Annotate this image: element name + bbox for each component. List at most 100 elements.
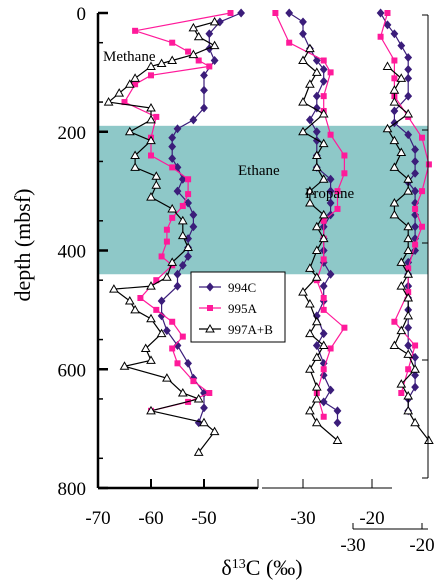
propane-994c-point (397, 41, 406, 51)
methane-995a-point (148, 72, 154, 79)
methane-995a-point (169, 164, 176, 171)
legend-995a-marker (207, 305, 213, 311)
methane-label: Methane (103, 49, 156, 65)
propane-997a-b-point (403, 405, 414, 415)
methane-994c-point (200, 85, 208, 95)
methane-995a-point (132, 27, 139, 34)
propane-label: Propane (305, 186, 354, 202)
propane-994c-point (390, 106, 399, 116)
ethane-997a-b-point (318, 174, 329, 183)
methane-997a-b-point (119, 361, 130, 370)
methane-995a-point (153, 306, 160, 313)
ethane-997a-b-point (311, 316, 322, 326)
methane-995a-point (190, 378, 197, 385)
propane-997a-b-point (396, 147, 407, 157)
methane-994c-point (168, 154, 177, 163)
propane-997a-b-point (403, 390, 414, 400)
propane-995a-point (398, 390, 405, 396)
x-axis-title: δ13C (‰) (221, 555, 302, 580)
y-tick-label: 200 (58, 123, 87, 144)
methane-994c-point (200, 403, 208, 413)
methane-994c-point (173, 341, 182, 350)
ethane-995a-point (341, 152, 348, 159)
methane-997a-b-point (109, 284, 119, 293)
ethane-997a-b-point (311, 67, 322, 76)
methane-994c-point (189, 115, 198, 125)
legend-995a-label: 995A (228, 301, 258, 316)
propane-995a-point (419, 188, 425, 195)
propane-995a-point (405, 265, 412, 272)
ethane-995a-point (272, 10, 279, 16)
ethane-997a-b-point (305, 263, 315, 272)
methane-x-tick-label: -60 (138, 508, 163, 529)
propane-997a-b-point (403, 310, 414, 320)
propane-997a-b-point (396, 257, 407, 266)
methane-997a-b-point (167, 257, 178, 266)
propane-997a-b-point (396, 281, 407, 290)
methane-994c-point (178, 260, 187, 270)
methane-994c-point (189, 222, 198, 232)
ethane-995a-point (327, 345, 334, 352)
ethane-994c-point (319, 281, 328, 291)
ethane-994c-point (299, 29, 307, 39)
methane-997a-b-point (146, 405, 156, 415)
propane-997a-b-point (396, 379, 407, 388)
ethane-995a-point (286, 39, 293, 46)
propane-997a-b-point (389, 209, 400, 219)
y-tick-label: 0 (77, 4, 87, 25)
propane-997a-b-point (396, 325, 407, 335)
methane-997a-b-point (209, 16, 220, 26)
ethane-994c-point (326, 174, 335, 184)
ethane-997a-b-point (318, 233, 329, 243)
ethane-994c-point (326, 186, 335, 196)
ethane-997a-b-point (305, 79, 315, 88)
propane-997a-b-point (389, 197, 400, 207)
methane-994c-point (157, 296, 166, 306)
methane-997a-b-point (193, 31, 204, 41)
ethane-997a-b-point (311, 382, 322, 391)
ethane-997a-b-point (311, 272, 322, 281)
propane-994c-point (411, 370, 419, 380)
ethane-995a-point (341, 324, 348, 331)
methane-995a-point (179, 333, 186, 340)
ethane-x-tick-label: -20 (359, 508, 384, 529)
ethane-994c-point (285, 8, 294, 18)
methane-997a-b-point (167, 55, 178, 64)
propane-x-tick-label: -30 (340, 535, 365, 556)
methane-997a-b-point (156, 58, 167, 67)
propane-997a-b-point (403, 186, 414, 195)
ethane-994c-point (326, 198, 335, 208)
ethane-label: Ethane (238, 163, 280, 179)
propane-994c-point (404, 53, 413, 62)
ethane-997a-b-point (311, 393, 322, 403)
propane-995a-point (412, 241, 419, 248)
methane-995a-point (185, 48, 192, 55)
methane-995a-point (163, 226, 170, 233)
y-axis-title: depth (mbsf) (10, 188, 35, 301)
ethane-995a-point (320, 57, 327, 64)
methane-994c-point (200, 70, 208, 80)
ethane-994c-point (299, 17, 307, 27)
ethane-994c-point (333, 418, 342, 428)
methane-997a-b-point (146, 135, 156, 145)
propane-997a-b-point (403, 174, 414, 183)
ethane-994c-point (326, 269, 335, 279)
ethane-997a-b-point (305, 364, 315, 373)
propane-994c-point (411, 186, 419, 196)
methane-994c-series (157, 8, 245, 428)
methane-994c-point (189, 210, 198, 220)
propane-997a-b-point (389, 85, 400, 94)
ethane-997a-b-point (318, 209, 329, 219)
methane-994c-line (161, 12, 242, 423)
propane-994c-point (404, 91, 413, 101)
ethane-994c-point (319, 329, 328, 339)
methane-995a-point (169, 39, 176, 46)
ethane-997a-b-point (298, 287, 308, 296)
methane-x-tick-label: -70 (85, 508, 110, 529)
methane-994c-point (205, 29, 214, 39)
methane-994c-point (168, 142, 177, 152)
propane-997a-b-point (403, 292, 414, 302)
methane-997a-b-point (162, 272, 172, 281)
methane-994c-point (173, 186, 182, 196)
